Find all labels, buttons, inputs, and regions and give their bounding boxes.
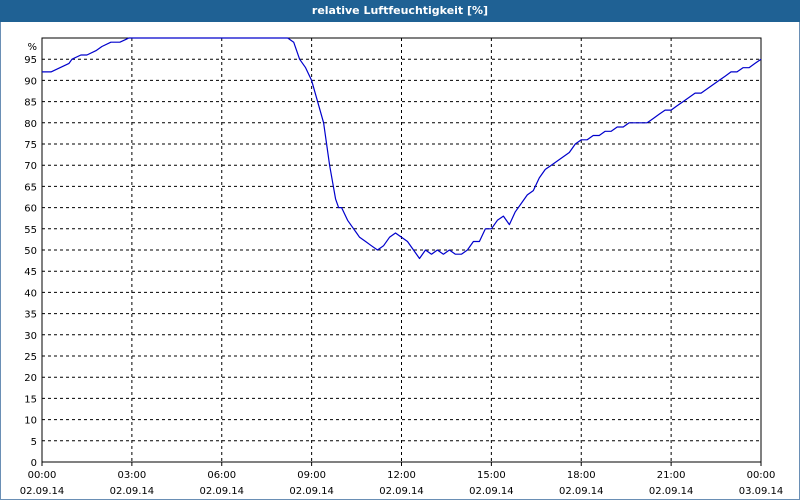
y-tick-label: 25 (24, 352, 37, 363)
x-tick-time-label: 06:00 (207, 470, 236, 481)
y-tick-label: 90 (24, 76, 37, 87)
y-tick-label: 30 (24, 331, 37, 342)
y-tick-label: 55 (24, 225, 37, 236)
x-tick-time-label: 09:00 (297, 470, 326, 481)
y-tick-label: 80 (24, 119, 37, 130)
x-tick-time-label: 21:00 (657, 470, 686, 481)
y-tick-label: 35 (24, 310, 37, 321)
y-tick-label: 95 (24, 55, 37, 66)
x-tick-date-label: 02.09.14 (110, 486, 155, 497)
x-tick-date-label: 02.09.14 (20, 486, 65, 497)
chart-frame: 0 5 10 15 20 25 30 35 40 45 50 55 60 65 70 75 80 85 90 95% 0… (0, 22, 800, 500)
y-tick-label: 20 (24, 373, 37, 384)
x-tick-date-label: 03.09.14 (739, 486, 784, 497)
plot-border (41, 37, 762, 463)
y-tick-label: 85 (24, 98, 37, 109)
x-tick-time-label: 00:00 (28, 470, 57, 481)
y-tick-label: 60 (24, 204, 37, 215)
x-tick-date-label: 02.09.14 (379, 486, 424, 497)
y-tick-label: 15 (24, 394, 37, 405)
humidity-line-chart: 0 5 10 15 20 25 30 35 40 45 50 55 60 65 70 75 80 85 90 95% 0… (20, 37, 784, 497)
y-tick-label: 45 (24, 267, 37, 278)
x-tick-time-label: 15:00 (477, 470, 506, 481)
y-axis-unit: % (27, 42, 37, 53)
y-tick-label: 50 (24, 246, 37, 257)
chart-title: relative Luftfeuchtigkeit [%] (0, 0, 800, 22)
y-tick-label: 75 (24, 140, 37, 151)
x-tick-time-label: 00:00 (747, 470, 776, 481)
y-tick-label: 5 (31, 437, 37, 448)
x-tick-date-label: 02.09.14 (469, 486, 514, 497)
x-tick-date-label: 02.09.14 (559, 486, 604, 497)
y-tick-label: 40 (24, 288, 37, 299)
y-tick-label: 10 (24, 416, 37, 427)
x-tick-time-label: 18:00 (567, 470, 596, 481)
y-tick-label: 0 (31, 458, 37, 469)
humidity-series-line (42, 37, 762, 260)
y-tick-label: 65 (24, 182, 37, 193)
x-tick-time-label: 03:00 (117, 470, 146, 481)
x-tick-time-label: 12:00 (387, 470, 416, 481)
x-tick-date-label: 02.09.14 (199, 486, 244, 497)
x-tick-date-label: 02.09.14 (649, 486, 694, 497)
x-tick-date-label: 02.09.14 (289, 486, 334, 497)
y-tick-label: 70 (24, 161, 37, 172)
